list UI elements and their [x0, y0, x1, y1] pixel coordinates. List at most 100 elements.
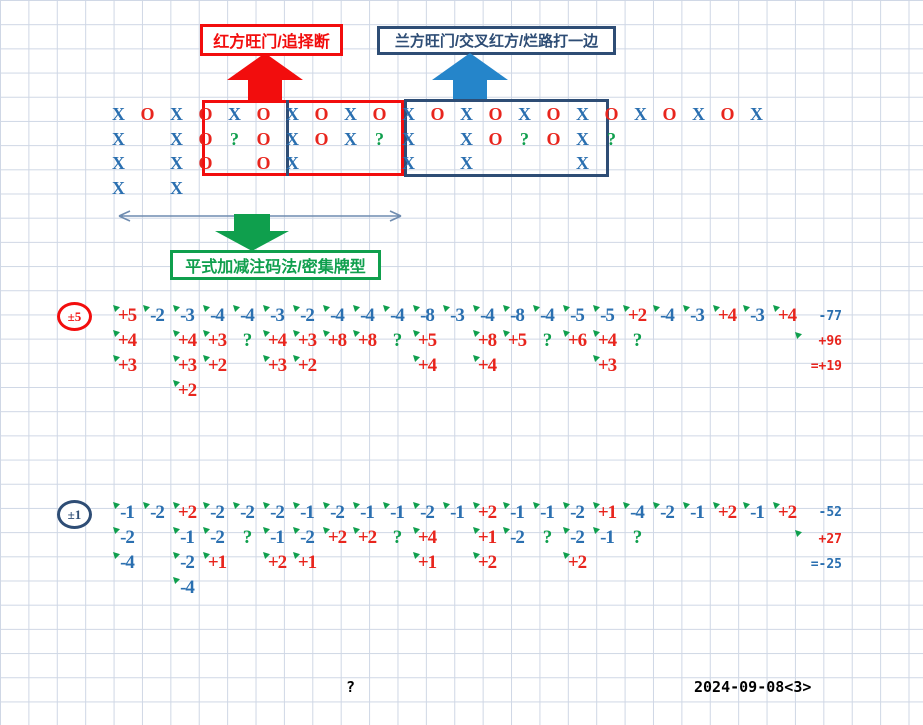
empty-cell: [742, 552, 772, 574]
bet-cell: +2: [712, 502, 742, 524]
bet-cell: -2: [562, 527, 592, 549]
bet-cell: +4: [112, 330, 142, 352]
cell-note-corner-icon: [353, 305, 360, 312]
cell-note-corner-icon: [413, 355, 420, 362]
cell-note-corner-icon: [683, 502, 690, 509]
empty-cell: [532, 380, 562, 402]
empty-cell: [532, 577, 562, 599]
cell-note-corner-icon: [293, 330, 300, 337]
bet-cell: -2: [292, 527, 322, 549]
xo-cell: X: [286, 104, 299, 124]
empty-cell: [220, 152, 249, 174]
section1-positive-total: +96: [795, 332, 842, 349]
bet-cell: +2: [622, 305, 652, 327]
cell-note-corner-icon: [293, 502, 300, 509]
empty-cell: [232, 577, 262, 599]
empty-cell: [382, 552, 412, 574]
blue-strategy-label: 兰方旺门/交叉红方/烂路打一边: [394, 33, 599, 50]
cell-note-corner-icon: [563, 305, 570, 312]
xo-cell: X: [112, 129, 125, 149]
cell-note-corner-icon: [713, 502, 720, 509]
bet-cell: ?: [392, 330, 402, 351]
xo-cell: O: [314, 129, 329, 149]
empty-cell: [142, 527, 172, 549]
xo-cell: O: [198, 104, 213, 124]
empty-cell: [220, 177, 249, 199]
cell-note-corner-icon: [473, 330, 480, 337]
bet-cell: +2: [352, 527, 382, 549]
cell-note-corner-icon: [173, 305, 180, 312]
section2-negative-total: -52: [818, 505, 842, 520]
xo-cell: ?: [230, 129, 239, 149]
cell-note-corner-icon: [443, 305, 450, 312]
bet-cell: ?: [242, 330, 252, 351]
xo-cell: O: [140, 104, 155, 124]
bet-cell: -1: [442, 502, 472, 524]
empty-cell: [133, 152, 162, 174]
empty-cell: [568, 177, 597, 199]
xo-cell: O: [256, 129, 271, 149]
bet-cell: +2: [292, 355, 322, 377]
bet-cell: -2: [502, 527, 532, 549]
bet-cell: -4: [232, 305, 262, 327]
cell-note-corner-icon: [113, 502, 120, 509]
empty-cell: [562, 355, 592, 377]
bet-cell: ?: [542, 330, 552, 351]
cell-note-corner-icon: [173, 577, 180, 584]
empty-cell: [232, 380, 262, 402]
empty-cell: [336, 177, 365, 199]
empty-cell: [412, 380, 442, 402]
cell-note-corner-icon: [623, 502, 630, 509]
cell-note-corner-icon: [173, 527, 180, 534]
empty-cell: [682, 355, 712, 377]
empty-cell: [510, 177, 539, 199]
section2-net-total: =-25: [810, 557, 842, 572]
empty-cell: [142, 330, 172, 352]
bet-cell: +2: [472, 502, 502, 524]
bet-cell: -2: [322, 502, 352, 524]
xo-cell: O: [662, 104, 677, 124]
bet-cell: +8: [352, 330, 382, 352]
bet-cell: +4: [262, 330, 292, 352]
cell-note-corner-icon: [173, 380, 180, 387]
bet-cell: +5: [412, 330, 442, 352]
bet-cell: -1: [592, 527, 622, 549]
empty-cell: [684, 177, 713, 199]
cell-note-corner-icon: [293, 552, 300, 559]
bet-cell: -5: [562, 305, 592, 327]
xo-cell: X: [576, 104, 589, 124]
empty-cell: [597, 177, 626, 199]
cell-note-corner-icon: [653, 305, 660, 312]
empty-cell: [481, 152, 510, 174]
empty-cell: [322, 577, 352, 599]
bet-grid-section2-row-1: -1 -2 +2 -2 -2 -2 -1 -2 -1 -1 -2 -1 +2 -1 -1 -2 +1 -4 -2 -1…: [112, 502, 802, 524]
bet-cell: -3: [682, 305, 712, 327]
empty-cell: [655, 177, 684, 199]
cell-note-corner-icon: [413, 552, 420, 559]
cell-note-corner-icon: [353, 502, 360, 509]
empty-cell: [592, 552, 622, 574]
empty-cell: [712, 527, 742, 549]
xo-cell: X: [112, 153, 125, 173]
bet-cell: -1: [682, 502, 712, 524]
xo-cell: X: [228, 104, 241, 124]
empty-cell: [622, 380, 652, 402]
xo-cell: O: [488, 104, 503, 124]
green-method-label-box: 平式加减注码法/密集牌型: [170, 250, 381, 280]
bet-cell: +2: [262, 552, 292, 574]
cell-note-corner-icon: [233, 502, 240, 509]
empty-cell: [262, 380, 292, 402]
empty-cell: [382, 380, 412, 402]
bet-cell: -8: [412, 305, 442, 327]
cell-note-corner-icon: [263, 305, 270, 312]
cell-note-corner-icon: [203, 502, 210, 509]
cell-note-corner-icon: [203, 330, 210, 337]
empty-cell: [307, 177, 336, 199]
xo-cell: ?: [520, 129, 529, 149]
cell-note-corner-icon: [263, 330, 270, 337]
empty-cell: [682, 527, 712, 549]
xo-cell: ?: [375, 129, 384, 149]
empty-cell: [742, 355, 772, 377]
empty-cell: [502, 552, 532, 574]
xo-cell: X: [344, 129, 357, 149]
